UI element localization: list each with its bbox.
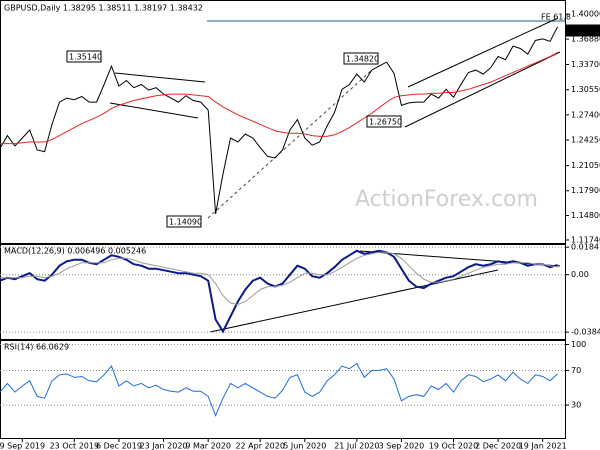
series-line <box>0 249 558 334</box>
y-tick-label: 1.24250 <box>571 136 600 145</box>
price-panel <box>0 0 566 244</box>
y-tick-label: 0.018471 <box>571 243 600 252</box>
rsi-title: RSI(14) 66.0629 <box>4 343 69 352</box>
chart-title: GBPUSD,Daily 1.38295 1.38511 1.38197 1.3… <box>4 4 203 13</box>
x-tick-label: 23 Jan 2020 <box>140 442 188 450</box>
series-line <box>0 362 558 417</box>
annotation-box <box>565 24 600 37</box>
x-tick-label: 5 Jun 2020 <box>283 442 326 450</box>
flag-line <box>114 72 206 83</box>
annotation: FE 61.8 <box>541 13 571 22</box>
y-tick-label: 1.14800 <box>571 211 600 220</box>
y-tick-label: 1.27400 <box>571 110 600 119</box>
x-tick-label: 19 Jan 2021 <box>519 442 567 450</box>
y-tick-label: 1.33700 <box>571 60 600 69</box>
annotation: 1.38432 <box>568 27 600 36</box>
rsi-panel <box>0 340 566 439</box>
x-tick-label: 9 Mar 2020 <box>185 442 231 450</box>
macd-panel <box>0 244 566 340</box>
x-tick-label: 19 Oct 2020 <box>429 442 478 450</box>
x-tick-label: 9 Sep 2019 <box>0 442 45 450</box>
flag-line <box>109 102 199 119</box>
y-tick-label: 0.00 <box>571 270 589 279</box>
x-tick-label: 23 Oct 2019 <box>50 442 99 450</box>
annotation-box <box>366 115 402 128</box>
x-tick-label: 3 Sep 2020 <box>379 442 425 450</box>
watermark: ActionForex.com <box>355 187 538 212</box>
y-tick-label: 1.30550 <box>571 85 600 94</box>
annotation-box <box>343 52 379 65</box>
y-tick-label: 30 <box>571 401 581 410</box>
y-tick-label: -0.038486 <box>571 328 600 337</box>
annotation: 1.26750 <box>369 118 402 127</box>
annotation-box <box>166 215 202 228</box>
y-tick-label: 1.17900 <box>571 186 600 195</box>
x-tick-label: 6 Dec 2019 <box>96 442 142 450</box>
x-tick-label: 2 Dec 2020 <box>475 442 521 450</box>
y-tick-label: 1.11740 <box>571 235 600 244</box>
y-tick-label: 70 <box>571 366 581 375</box>
macd-title: MACD(12,26,9) 0.006496 0.005246 <box>4 247 146 256</box>
projection-line <box>207 69 373 219</box>
annotation: 1.35140 <box>69 53 102 62</box>
x-tick-label: 21 Jul 2020 <box>334 442 379 450</box>
channel-line <box>407 17 559 88</box>
x-tick-label: 22 Apr 2020 <box>235 442 284 450</box>
series-line <box>0 52 558 145</box>
y-tick-label: 1.21050 <box>571 161 600 170</box>
annotation-box <box>66 50 102 63</box>
series-line <box>0 26 559 214</box>
annotation: 1.34820 <box>346 55 379 64</box>
y-tick-label: 1.36880 <box>571 35 600 44</box>
annotation: 1.14090 <box>169 218 202 227</box>
y-tick-label: 1.40000 <box>571 10 600 19</box>
channel-line <box>404 51 561 128</box>
series-line <box>0 251 558 306</box>
y-tick-label: 100 <box>571 340 586 349</box>
triangle-line <box>209 269 499 333</box>
